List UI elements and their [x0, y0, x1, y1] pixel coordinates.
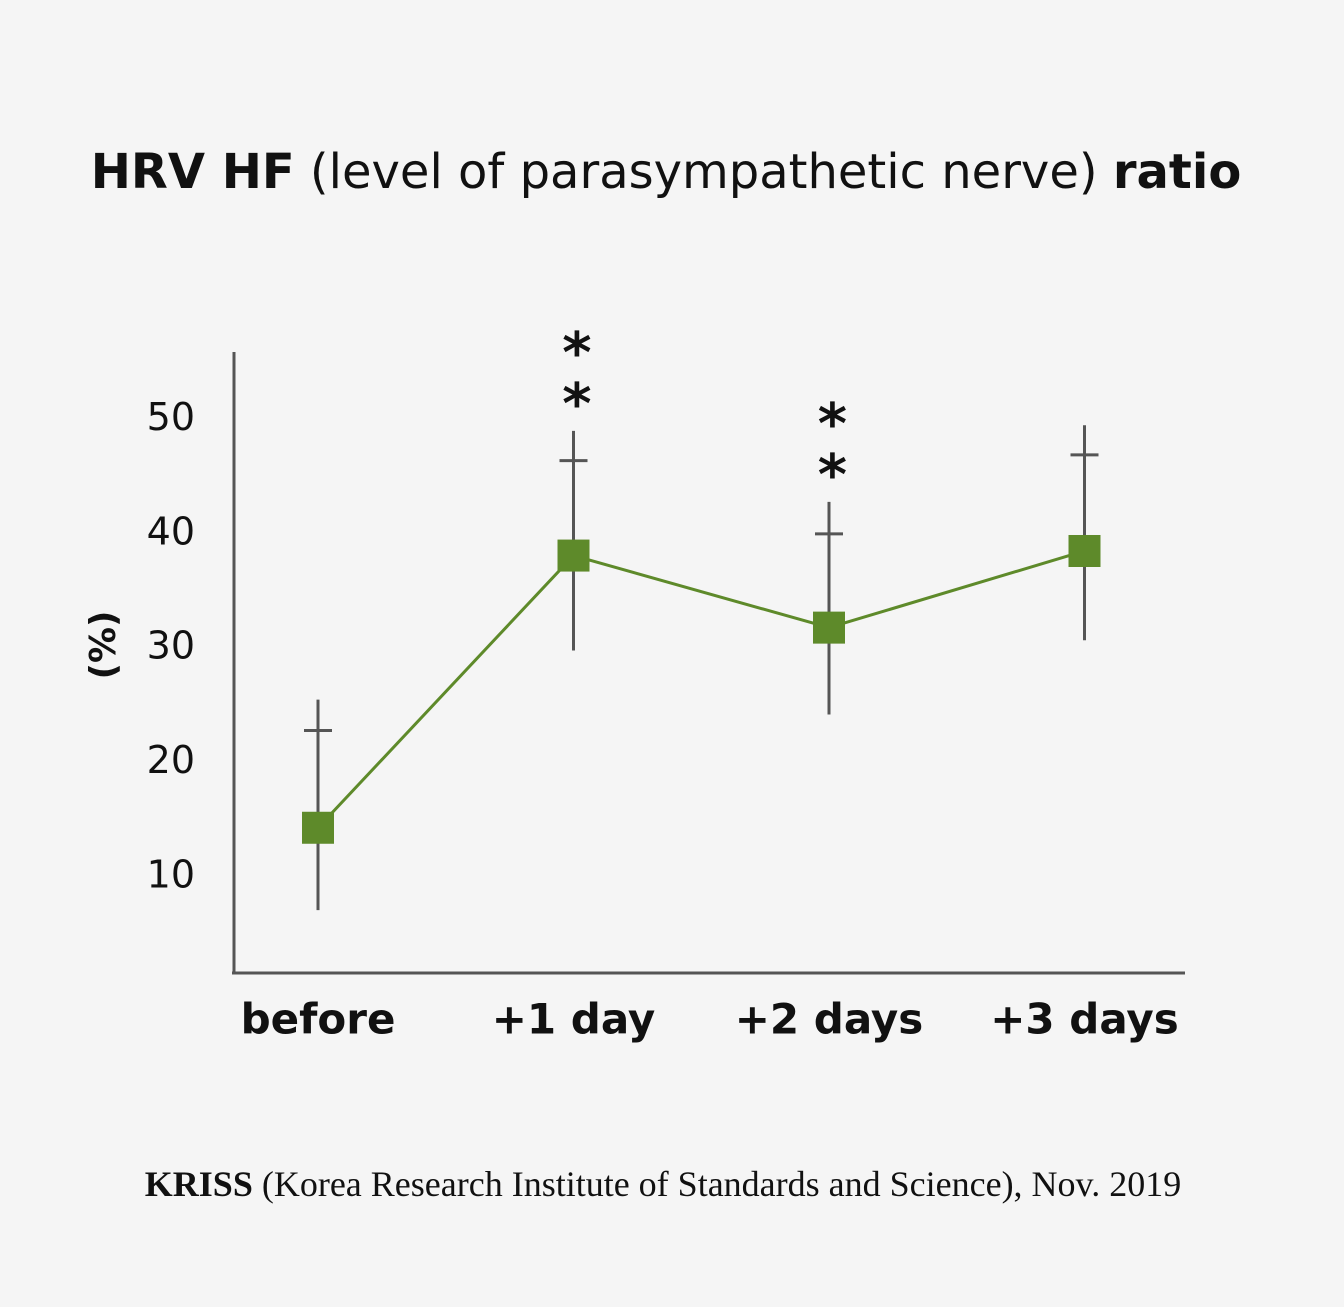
title-part: HRV HF [91, 144, 295, 200]
y-tick-label: 40 [147, 509, 195, 553]
title-part: ratio [1113, 144, 1241, 200]
source: KRISS (Korea Research Institute of Stand… [145, 1164, 1181, 1204]
chart-title: HRV HF (level of parasympathetic nerve) … [91, 144, 1242, 200]
x-tick-label: +3 days [990, 995, 1179, 1044]
source-part: (Korea Research Institute of Standards a… [262, 1164, 1181, 1204]
y-axis-label: (%) [83, 611, 124, 680]
y-tick-label: 30 [147, 624, 195, 668]
series-line [316, 549, 1085, 829]
x-tick-label: +1 day [492, 995, 656, 1044]
y-tick-label: 20 [147, 738, 195, 782]
y-tick-label: 50 [147, 395, 195, 439]
x-tick-label: before [241, 995, 396, 1044]
x-tick-label: +2 days [735, 995, 924, 1044]
data-point [813, 611, 845, 644]
data-point [557, 539, 590, 572]
title-part: (level of parasympathetic nerve) [310, 144, 1098, 200]
y-tick-label: 10 [147, 852, 195, 896]
significance-mark: ** [544, 321, 609, 423]
source-part: KRISS [145, 1164, 253, 1204]
data-point [302, 811, 334, 844]
significance-mark: ** [800, 392, 865, 494]
data-point [1068, 534, 1101, 567]
